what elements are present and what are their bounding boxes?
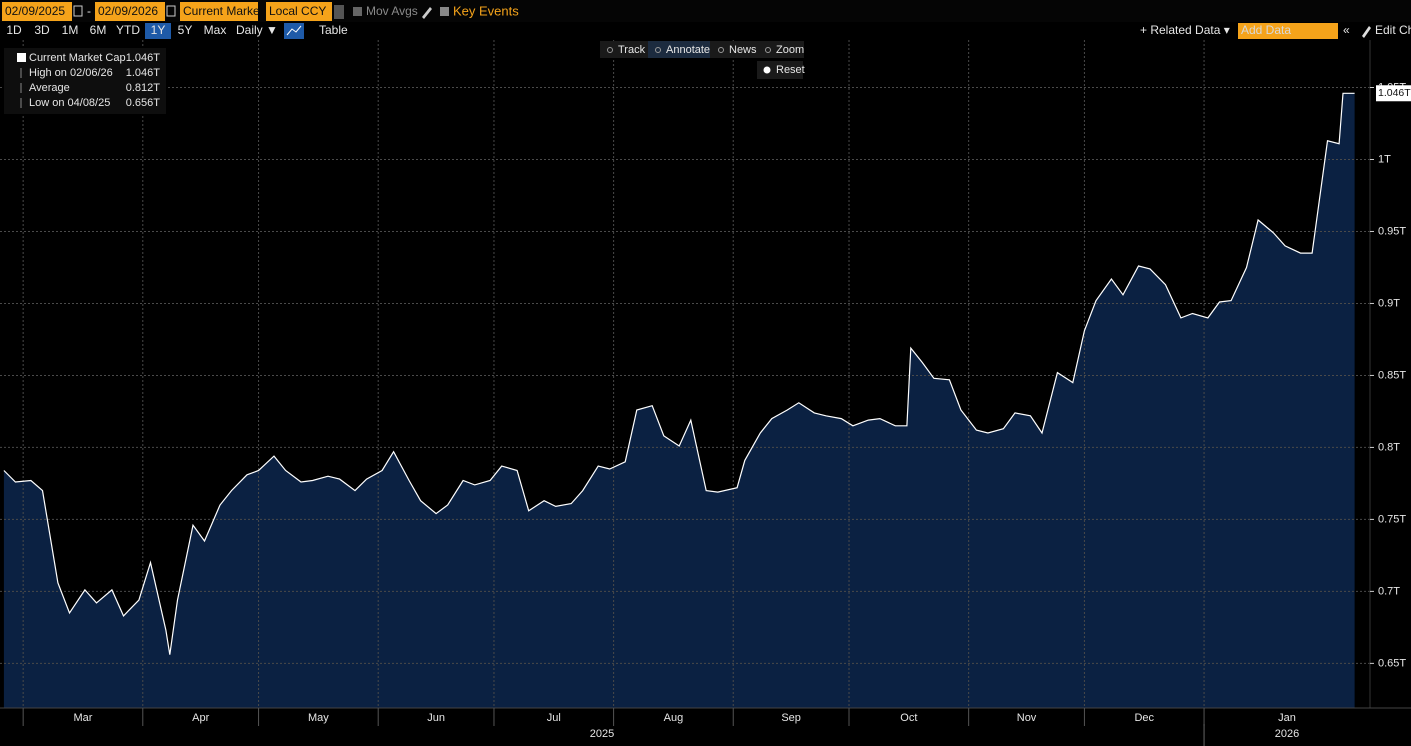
chart-tool[interactable]: Track — [618, 44, 646, 56]
legend-swatch — [17, 53, 26, 62]
currency: Local CCY — [269, 4, 326, 18]
legend-label: Current Market Cap — [29, 52, 126, 64]
y-tick-label: 0.7T — [1378, 585, 1400, 597]
related-data-button[interactable]: + Related Data ▾ — [1140, 23, 1230, 37]
period-button[interactable] — [30, 23, 54, 39]
tool-icon — [607, 47, 613, 53]
key-events-checkbox[interactable] — [440, 7, 449, 16]
chart-tool[interactable]: News — [729, 44, 757, 56]
chart-tool[interactable]: Annotate — [666, 44, 710, 56]
tool-icon — [718, 47, 724, 53]
field-name: Current Marke — [183, 4, 260, 18]
x-tick-label: Apr — [192, 712, 209, 724]
pencil-icon[interactable] — [422, 7, 432, 19]
x-tick-label: May — [308, 712, 329, 724]
last-value-label: 1.046T — [1378, 87, 1411, 99]
reset-button[interactable] — [757, 61, 803, 79]
tool-icon — [765, 47, 771, 53]
x-tick-label: Mar — [73, 712, 92, 724]
period-label: 5Y — [178, 23, 193, 37]
x-tick-label: Jun — [427, 712, 445, 724]
period-button[interactable] — [4, 23, 24, 39]
key-events: Key Events — [453, 3, 519, 18]
table-button[interactable]: Table — [319, 23, 348, 37]
period-button[interactable] — [200, 23, 230, 39]
legend-value: 1.046T — [126, 52, 161, 64]
period-button[interactable] — [113, 23, 143, 39]
line-icon — [286, 25, 302, 36]
legend-value: 1.046T — [126, 67, 161, 79]
legend: Current Market Cap 1.046T High on 02/06/26… — [17, 52, 160, 109]
y-tick-label: 0.85T — [1378, 369, 1406, 381]
mov-avgs: Mov Avgs — [366, 4, 418, 18]
x-tick-label: Jan — [1278, 712, 1296, 724]
annotate-highlight — [648, 41, 710, 58]
y-tick-label: 1T — [1378, 153, 1391, 165]
reset-icon — [763, 66, 771, 74]
legend-label: Low on 04/08/25 — [29, 97, 110, 109]
legend-value: 0.812T — [126, 82, 161, 94]
period-toolbar — [0, 22, 1411, 40]
reset-label: Reset — [776, 64, 805, 76]
year-label: 2026 — [1275, 728, 1299, 740]
legend-label: High on 02/06/26 — [29, 67, 113, 79]
x-tick-label: Jul — [547, 712, 561, 724]
period-buttons: 1D 3D 1M 6M YTD 1Y 5Y Max — [4, 23, 230, 39]
period-button[interactable] — [174, 23, 196, 39]
chart-tools: Track Annotate News Zoom — [607, 44, 804, 56]
top-toolbar — [0, 0, 1411, 22]
y-tick-label: 0.8T — [1378, 441, 1400, 453]
x-tick-label: Sep — [781, 712, 801, 724]
edit-chart-button[interactable]: Edit Ch — [1375, 23, 1411, 37]
legend-box — [4, 48, 166, 114]
x-tick-label: Dec — [1134, 712, 1154, 724]
field-selector[interactable] — [180, 2, 258, 21]
period-button[interactable] — [58, 23, 82, 39]
chart-tool[interactable]: Zoom — [776, 44, 804, 56]
year-label: 2025 — [590, 728, 614, 740]
plot-area: 0.65T0.7T0.75T0.8T0.85T0.9T0.95T1T1.05T1… — [0, 40, 1411, 746]
frequency-selector[interactable]: Daily ▼ — [236, 23, 278, 37]
y-tick-label: 0.65T — [1378, 657, 1406, 669]
tool-icon — [655, 47, 661, 53]
period-label: YTD — [116, 23, 140, 37]
end-date-field[interactable] — [95, 2, 165, 21]
market-cap-line — [3, 92, 1355, 655]
y-tick-label: 0.75T — [1378, 513, 1406, 525]
calendar-icon[interactable] — [73, 5, 83, 17]
period-label: 1M — [62, 23, 79, 37]
dropdown-button[interactable] — [334, 5, 344, 19]
calendar-icon[interactable] — [166, 5, 176, 17]
start-date-field[interactable] — [2, 2, 72, 21]
date-separator: - — [87, 4, 91, 18]
area-fill — [3, 93, 1355, 709]
legend-value: 0.656T — [126, 97, 161, 109]
currency-selector[interactable] — [266, 2, 332, 21]
mov-avgs-checkbox[interactable] — [353, 7, 362, 16]
period-button[interactable] — [145, 23, 171, 39]
x-tick-label: Nov — [1017, 712, 1037, 724]
add-data-placeholder: Add Data — [1241, 23, 1291, 37]
period-label: Max — [204, 23, 227, 37]
y-tick-label: 0.9T — [1378, 297, 1400, 309]
add-data-field[interactable] — [1238, 23, 1338, 39]
y-tick-label: 0.95T — [1378, 225, 1406, 237]
x-tick-label: Oct — [900, 712, 917, 724]
period-label: 1D — [6, 23, 22, 37]
pencil-icon — [1362, 26, 1371, 38]
legend-label: Average — [29, 82, 70, 94]
collapse-button[interactable]: « — [1343, 23, 1350, 37]
period-label: 1Y — [151, 23, 166, 37]
last-value-tag — [1376, 85, 1411, 102]
x-tick-label: Aug — [664, 712, 684, 724]
period-label: 3D — [34, 23, 50, 37]
period-button[interactable] — [86, 23, 110, 39]
start-date: 02/09/2025 — [5, 4, 65, 18]
period-label: 6M — [90, 23, 107, 37]
end-date: 02/09/2026 — [98, 4, 158, 18]
